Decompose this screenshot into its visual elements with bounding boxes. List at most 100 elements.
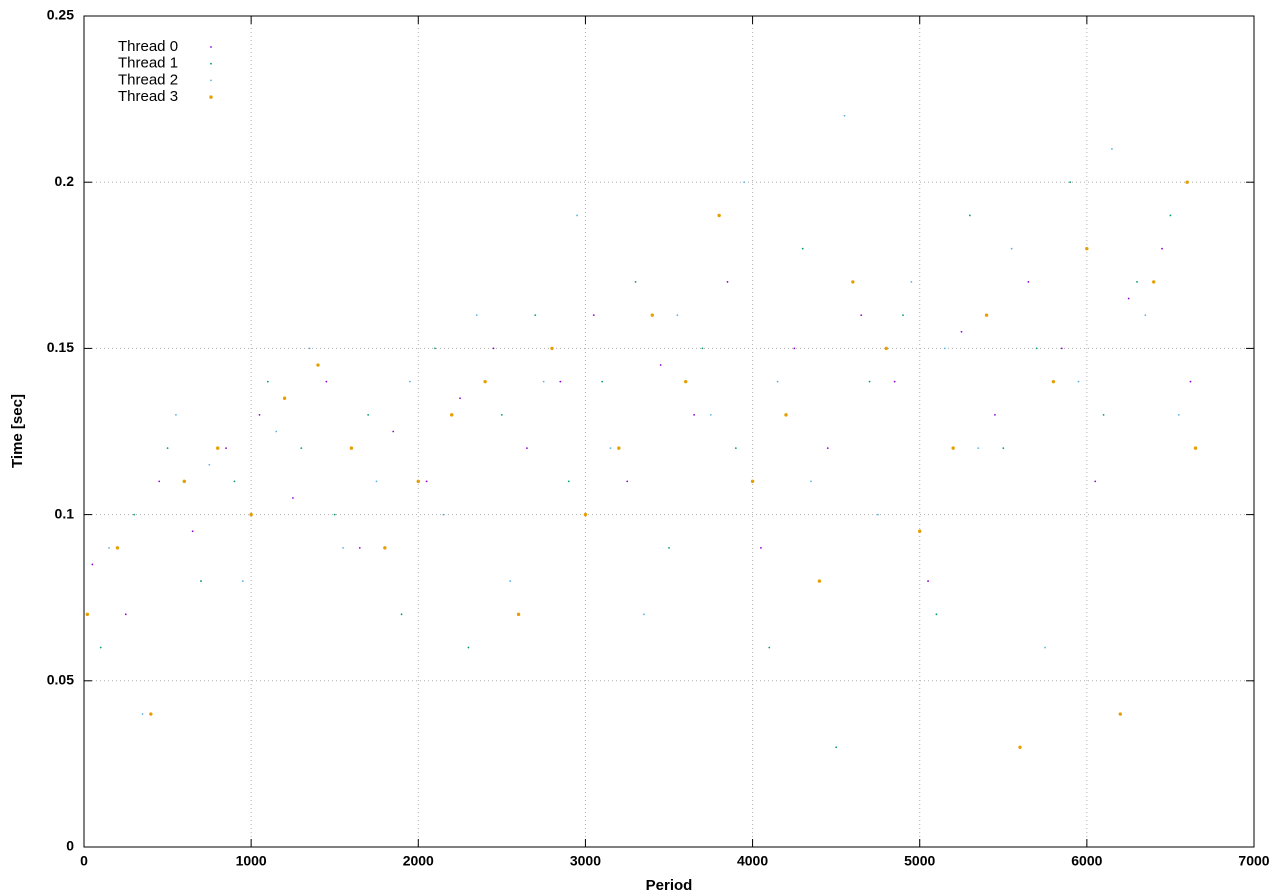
x-tick-label: 0 xyxy=(80,853,88,869)
point xyxy=(1185,180,1189,184)
x-tick-label: 1000 xyxy=(236,853,267,869)
point xyxy=(450,413,454,417)
point xyxy=(843,114,846,117)
point xyxy=(943,347,946,350)
point xyxy=(1094,480,1097,483)
point xyxy=(292,497,294,499)
point xyxy=(492,347,495,350)
point xyxy=(717,213,721,218)
point xyxy=(467,646,470,649)
point xyxy=(434,347,436,350)
point xyxy=(1010,247,1013,250)
point xyxy=(459,397,461,400)
point xyxy=(216,446,220,450)
point xyxy=(416,479,420,484)
point xyxy=(776,380,779,383)
x-tick-label: 4000 xyxy=(737,853,768,869)
point xyxy=(567,480,570,483)
point xyxy=(349,446,354,450)
point xyxy=(483,379,487,384)
point xyxy=(634,281,637,283)
point xyxy=(158,480,161,483)
point xyxy=(817,579,822,583)
point xyxy=(994,413,996,416)
y-tick-label: 0.2 xyxy=(55,173,75,189)
point xyxy=(225,447,227,450)
point xyxy=(609,447,612,450)
point xyxy=(325,380,328,383)
point xyxy=(1189,380,1192,383)
legend-label: Thread 0 xyxy=(118,38,178,55)
point xyxy=(141,713,144,715)
point xyxy=(550,346,554,351)
point xyxy=(693,413,695,416)
point xyxy=(442,513,445,516)
point xyxy=(743,181,746,184)
point xyxy=(241,580,244,582)
point xyxy=(300,447,303,450)
plot-frame xyxy=(83,15,1255,848)
point xyxy=(701,347,704,350)
x-axis-title: Period xyxy=(646,877,693,894)
y-axis-title: Time [sec] xyxy=(9,394,26,468)
point xyxy=(233,480,236,483)
point xyxy=(99,646,102,649)
point xyxy=(542,380,545,383)
point xyxy=(200,580,202,582)
point xyxy=(659,364,662,366)
point xyxy=(1069,181,1072,184)
point xyxy=(91,563,94,566)
point xyxy=(984,313,989,317)
point xyxy=(583,512,588,517)
point xyxy=(149,712,153,716)
point xyxy=(1077,380,1080,383)
y-tick-label: 0.1 xyxy=(55,505,75,521)
y-tick-label: 0.05 xyxy=(47,672,74,688)
y-tick-label: 0.25 xyxy=(47,7,74,23)
x-tick-label: 7000 xyxy=(1238,853,1269,869)
point xyxy=(893,380,896,383)
point xyxy=(968,214,971,217)
x-tick-label: 5000 xyxy=(904,853,935,869)
point xyxy=(650,313,654,317)
point xyxy=(760,546,762,549)
point xyxy=(927,580,929,582)
legend-label: Thread 2 xyxy=(118,71,178,88)
point xyxy=(400,613,403,616)
point xyxy=(935,613,938,616)
point xyxy=(266,380,269,383)
point xyxy=(726,281,729,283)
point xyxy=(910,281,913,283)
point xyxy=(342,546,344,549)
legend-marker xyxy=(210,79,212,82)
point xyxy=(182,479,186,484)
point xyxy=(516,612,521,617)
point xyxy=(526,447,528,450)
point xyxy=(826,447,829,450)
point xyxy=(133,513,136,516)
point xyxy=(392,430,395,433)
x-tick-label: 3000 xyxy=(570,853,601,869)
legend-marker xyxy=(210,62,212,65)
point xyxy=(275,430,278,433)
point xyxy=(208,463,211,466)
point xyxy=(166,447,169,450)
point xyxy=(1193,446,1198,450)
point xyxy=(1060,347,1063,350)
point xyxy=(367,413,370,416)
point xyxy=(308,347,311,350)
point xyxy=(249,512,253,517)
point xyxy=(409,380,411,383)
point xyxy=(1102,413,1105,416)
y-tick-label: 0 xyxy=(66,838,74,854)
legend-label: Thread 3 xyxy=(118,88,178,105)
point xyxy=(860,314,863,317)
point xyxy=(801,247,804,250)
point xyxy=(810,480,812,483)
point xyxy=(1136,281,1138,283)
point xyxy=(175,413,177,416)
point xyxy=(1161,247,1163,250)
point xyxy=(375,480,378,483)
point xyxy=(918,529,922,533)
